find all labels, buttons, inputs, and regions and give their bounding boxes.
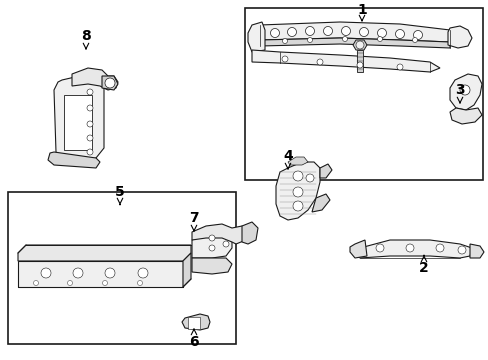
Circle shape [323,27,332,36]
Polygon shape [349,240,366,258]
Polygon shape [311,194,329,212]
Polygon shape [275,162,319,220]
Circle shape [307,37,312,42]
Ellipse shape [25,266,35,280]
Circle shape [270,28,279,37]
Text: 1: 1 [356,3,366,21]
Circle shape [208,235,215,241]
Circle shape [305,174,313,182]
Circle shape [355,41,363,49]
Polygon shape [48,152,100,168]
Text: 4: 4 [283,149,292,169]
Circle shape [102,280,107,285]
Circle shape [412,37,417,42]
Circle shape [377,28,386,37]
Polygon shape [242,222,258,244]
Circle shape [341,27,350,36]
Circle shape [87,149,93,155]
Circle shape [87,89,93,95]
Circle shape [87,105,93,111]
Circle shape [359,27,368,36]
Polygon shape [192,258,231,274]
Polygon shape [354,240,471,258]
Circle shape [316,59,323,65]
Circle shape [223,241,228,247]
Bar [64,95,92,150]
Polygon shape [447,26,471,48]
Polygon shape [352,40,366,50]
Polygon shape [247,22,264,52]
Bar [356,50,362,72]
Ellipse shape [153,266,163,280]
Circle shape [41,268,51,278]
Circle shape [459,85,469,95]
Circle shape [137,280,142,285]
Polygon shape [183,253,191,287]
Circle shape [67,280,72,285]
Polygon shape [287,157,307,165]
Circle shape [457,246,465,254]
Polygon shape [72,68,118,90]
Polygon shape [469,244,483,258]
Circle shape [395,30,404,39]
Polygon shape [102,76,118,90]
Circle shape [292,201,303,211]
Circle shape [342,36,347,41]
Ellipse shape [57,266,67,280]
Text: 3: 3 [454,83,464,103]
Polygon shape [192,230,231,258]
Circle shape [105,268,115,278]
Polygon shape [251,50,439,72]
Text: 6: 6 [189,329,199,349]
Polygon shape [251,38,449,50]
Polygon shape [192,224,247,244]
Circle shape [105,78,115,88]
Circle shape [405,244,413,252]
Ellipse shape [121,266,131,280]
Circle shape [292,171,303,181]
Circle shape [282,56,287,62]
Bar [187,317,200,329]
Polygon shape [54,74,104,162]
Circle shape [34,280,39,285]
Circle shape [287,27,296,36]
Circle shape [87,135,93,141]
Polygon shape [319,164,331,178]
Circle shape [356,62,362,68]
Text: 8: 8 [81,29,91,49]
Bar [8,192,236,344]
Text: 2: 2 [418,255,428,275]
Circle shape [375,244,383,252]
Circle shape [73,268,83,278]
Circle shape [305,27,314,36]
Polygon shape [182,314,209,330]
Circle shape [377,36,382,41]
Circle shape [292,187,303,197]
Circle shape [138,268,148,278]
Circle shape [413,31,422,40]
Text: 7: 7 [189,211,199,231]
Polygon shape [18,245,191,261]
Ellipse shape [89,266,99,280]
Circle shape [208,245,215,251]
Circle shape [282,39,287,44]
Text: 5: 5 [115,185,124,204]
Polygon shape [449,74,481,110]
Circle shape [435,244,443,252]
Polygon shape [251,22,454,45]
Polygon shape [449,108,481,124]
Bar [244,8,482,180]
Circle shape [87,121,93,127]
Polygon shape [18,261,183,287]
Circle shape [396,64,402,70]
